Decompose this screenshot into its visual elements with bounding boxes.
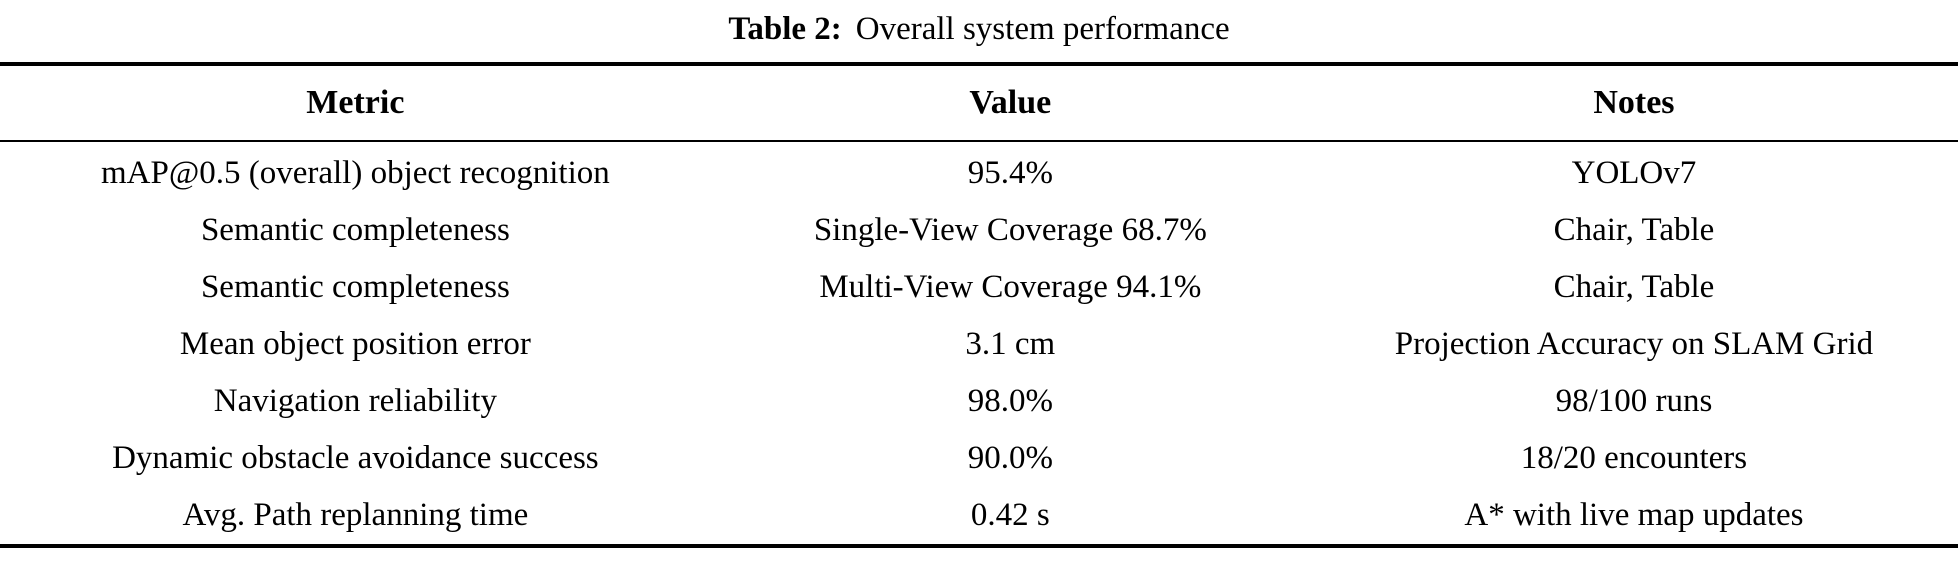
cell-metric: Avg. Path replanning time <box>182 497 529 533</box>
performance-table: Metric Value Notes mAP@0.5 (overall) obj… <box>0 62 1958 548</box>
cell-value: 90.0% <box>967 440 1053 476</box>
cell-metric: mAP@0.5 (overall) object recognition <box>100 155 610 191</box>
cell-notes: Chair, Table <box>1553 212 1715 248</box>
table-row: Avg. Path replanning time 0.42 s A* with… <box>0 487 1958 546</box>
table-header-row: Metric Value Notes <box>0 64 1958 142</box>
cell-metric: Navigation reliability <box>213 383 497 419</box>
table-row: Navigation reliability 98.0% 98/100 runs <box>0 373 1958 430</box>
table-caption-text: Overall system performance <box>855 11 1230 47</box>
cell-metric: Mean object position error <box>179 326 531 362</box>
column-header-value: Value <box>710 64 1310 142</box>
cell-notes: Chair, Table <box>1553 269 1715 305</box>
cell-value: Multi-View Coverage 94.1% <box>819 269 1202 305</box>
cell-value: 3.1 cm <box>965 326 1056 362</box>
cell-value: 95.4% <box>967 155 1053 191</box>
cell-notes: 18/20 encounters <box>1520 440 1748 476</box>
cell-notes: YOLOv7 <box>1571 155 1697 191</box>
cell-notes: 98/100 runs <box>1555 383 1713 419</box>
cell-metric: Dynamic obstacle avoidance success <box>112 440 599 476</box>
column-header-notes: Notes <box>1309 64 1958 142</box>
column-header-metric: Metric <box>0 64 711 142</box>
table-row: Dynamic obstacle avoidance success 90.0%… <box>0 430 1958 487</box>
cell-metric: Semantic completeness <box>200 212 510 248</box>
cell-metric: Semantic completeness <box>200 269 510 305</box>
table-caption: Table 2: Overall system performance <box>0 0 1958 62</box>
table-row: Semantic completeness Multi-View Coverag… <box>0 259 1958 316</box>
table-row: Mean object position error 3.1 cm Projec… <box>0 316 1958 373</box>
cell-notes: A* with live map updates <box>1464 497 1804 533</box>
cell-notes: Projection Accuracy on SLAM Grid <box>1394 326 1874 362</box>
table-row: Semantic completeness Single-View Covera… <box>0 202 1958 259</box>
cell-value: 98.0% <box>967 383 1053 419</box>
cell-value: 0.42 s <box>970 497 1050 533</box>
table-row: mAP@0.5 (overall) object recognition 95.… <box>0 141 1958 202</box>
cell-value: Single-View Coverage 68.7% <box>813 212 1207 248</box>
table-caption-label: Table 2: <box>728 11 842 47</box>
